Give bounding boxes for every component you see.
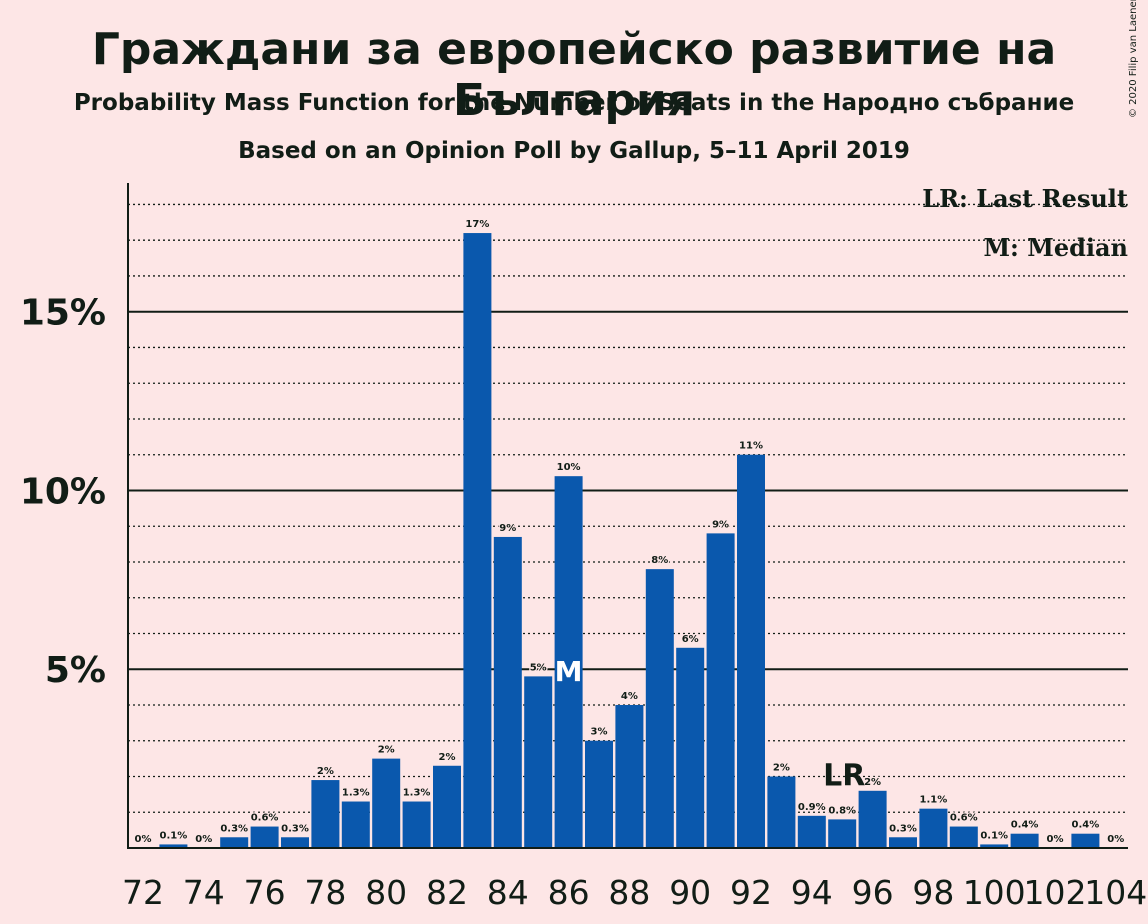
x-tick-label: 100 — [963, 873, 1026, 912]
bar-seat-88 — [615, 704, 644, 848]
x-tick-label: 74 — [183, 873, 225, 912]
bar-seat-99 — [949, 826, 978, 848]
data-label-seat-78: 2% — [317, 766, 334, 777]
bar-seat-93 — [767, 776, 796, 848]
data-label-seat-103: 0.4% — [1072, 820, 1100, 831]
data-label-seat-83: 17% — [465, 219, 489, 230]
bar-seat-89 — [645, 569, 674, 848]
y-tick-label: 5% — [45, 650, 106, 691]
x-tick-label: 84 — [487, 873, 529, 912]
data-label-seat-90: 6% — [682, 634, 699, 645]
bar-seat-77 — [281, 837, 309, 848]
legend-median: M: Median — [983, 233, 1128, 262]
x-tick-label: 90 — [669, 873, 711, 912]
data-label-seat-98: 1.1% — [920, 795, 948, 806]
bar-seat-76 — [250, 826, 279, 848]
bar-seat-97 — [889, 837, 917, 848]
data-label-seat-94: 0.9% — [798, 802, 826, 813]
data-label-seat-82: 2% — [439, 752, 456, 763]
bar-seat-91 — [706, 533, 735, 848]
data-label-seat-75: 0.3% — [220, 823, 248, 834]
legend-last-result: LR: Last Result — [922, 184, 1128, 213]
data-label-seat-104: 0% — [1107, 834, 1124, 845]
data-label-seat-85: 5% — [530, 662, 547, 673]
data-label-seat-77: 0.3% — [281, 823, 309, 834]
bar-seat-94 — [797, 815, 826, 848]
bar-seat-101 — [1010, 833, 1039, 848]
bar-seat-80 — [372, 758, 401, 848]
bar-seat-92 — [737, 454, 765, 848]
data-label-seat-95: 0.8% — [828, 805, 856, 816]
data-label-seat-102: 0% — [1047, 834, 1064, 845]
y-tick-label: 15% — [20, 293, 106, 334]
bar-seat-90 — [676, 647, 705, 848]
bar-seat-98 — [919, 808, 948, 848]
bar-seat-78 — [311, 780, 340, 848]
data-label-seat-84: 9% — [499, 523, 516, 534]
x-tick-label: 92 — [730, 873, 772, 912]
data-label-seat-99: 0.6% — [950, 813, 978, 824]
data-label-seat-88: 4% — [621, 691, 638, 702]
x-tick-label: 80 — [365, 873, 407, 912]
bar-seat-81 — [402, 801, 431, 848]
data-label-seat-97: 0.3% — [889, 823, 917, 834]
data-label-seat-92: 11% — [739, 441, 763, 452]
data-label-seat-74: 0% — [195, 834, 212, 845]
data-label-seat-87: 3% — [591, 727, 608, 738]
bar-seat-85 — [524, 676, 553, 848]
median-marker: M — [555, 655, 583, 688]
x-tick-label: 94 — [791, 873, 833, 912]
bar-seat-96 — [858, 790, 887, 848]
x-tick-label: 96 — [852, 873, 894, 912]
bar-seat-73 — [159, 844, 188, 848]
bar-seat-83 — [463, 233, 492, 848]
x-tick-label: 88 — [608, 873, 650, 912]
data-label-seat-89: 8% — [651, 555, 668, 566]
x-tick-label: 72 — [122, 873, 164, 912]
data-label-seat-80: 2% — [378, 745, 395, 756]
bar-seat-95 — [828, 819, 857, 848]
y-tick-label: 10% — [20, 471, 106, 512]
data-label-seat-79: 1.3% — [342, 788, 370, 799]
chart-title: Граждани за европейско развитие на Бълга… — [91, 24, 1057, 126]
x-tick-label: 82 — [426, 873, 468, 912]
x-tick-label: 98 — [912, 873, 954, 912]
data-label-seat-73: 0.1% — [160, 830, 188, 841]
bar-seat-86 — [554, 476, 583, 848]
bar-seat-75 — [220, 837, 249, 848]
chart-subtitle: Probability Mass Function for the Number… — [73, 90, 1075, 116]
x-tick-label: 76 — [244, 873, 286, 912]
data-label-seat-101: 0.4% — [1011, 820, 1039, 831]
chart-source-line: Based on an Opinion Poll by Gallup, 5–11… — [238, 138, 910, 164]
data-label-seat-100: 0.1% — [980, 830, 1008, 841]
data-label-seat-86: 10% — [557, 462, 581, 473]
bar-seat-79 — [341, 801, 370, 848]
x-tick-label: 86 — [548, 873, 590, 912]
x-tick-label: 78 — [304, 873, 346, 912]
data-label-seat-96: 2% — [864, 777, 881, 788]
last-result-marker: LR — [823, 758, 865, 793]
data-label-seat-91: 9% — [712, 519, 729, 530]
data-label-seat-72: 0% — [135, 834, 152, 845]
data-label-seat-76: 0.6% — [251, 813, 279, 824]
bar-seat-87 — [585, 740, 613, 848]
bar-seat-82 — [433, 765, 461, 848]
bar-seat-100 — [980, 844, 1009, 848]
data-label-seat-81: 1.3% — [403, 788, 431, 799]
x-tick-label: 104 — [1084, 873, 1147, 912]
bar-seat-103 — [1071, 833, 1100, 848]
data-label-seat-93: 2% — [773, 762, 790, 773]
bar-seat-84 — [493, 536, 522, 848]
x-tick-label: 102 — [1024, 873, 1087, 912]
